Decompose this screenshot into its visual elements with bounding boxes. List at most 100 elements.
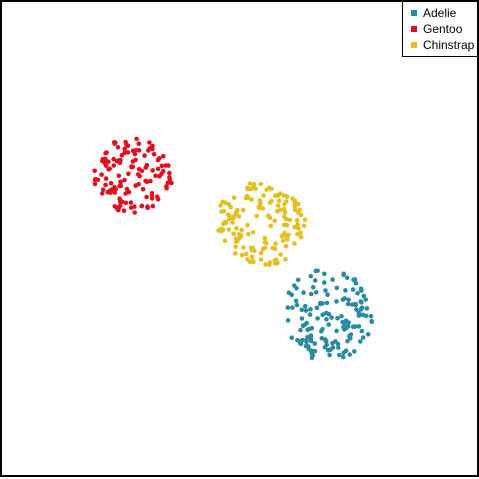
point-adelie xyxy=(322,345,328,350)
point-chinstrap xyxy=(219,209,224,214)
point-adelie xyxy=(341,350,347,356)
point-chinstrap xyxy=(233,251,238,256)
point-gentoo xyxy=(142,153,147,158)
point-chinstrap xyxy=(245,222,250,228)
point-chinstrap xyxy=(230,220,235,225)
point-gentoo xyxy=(134,136,139,142)
point-adelie xyxy=(342,296,348,301)
legend-label-gentoo: Gentoo xyxy=(423,22,463,36)
point-adelie xyxy=(285,318,291,323)
point-chinstrap xyxy=(292,241,297,246)
point-chinstrap xyxy=(290,196,295,201)
point-adelie xyxy=(310,285,316,290)
point-adelie xyxy=(323,338,329,344)
point-adelie xyxy=(354,307,359,312)
point-gentoo xyxy=(167,170,172,176)
point-chinstrap xyxy=(283,256,288,262)
point-gentoo xyxy=(161,154,166,159)
point-chinstrap xyxy=(272,218,278,223)
point-chinstrap xyxy=(292,201,298,206)
point-chinstrap xyxy=(234,226,239,231)
point-chinstrap xyxy=(298,234,304,240)
point-adelie xyxy=(289,335,295,341)
point-adelie xyxy=(319,329,324,334)
point-adelie xyxy=(334,328,339,334)
point-gentoo xyxy=(108,190,113,195)
point-adelie xyxy=(298,341,304,347)
point-gentoo xyxy=(103,150,108,156)
point-adelie xyxy=(360,312,366,318)
point-gentoo xyxy=(160,168,166,174)
point-gentoo xyxy=(155,157,161,163)
point-gentoo xyxy=(130,148,136,153)
point-adelie xyxy=(326,322,332,327)
point-chinstrap xyxy=(254,213,259,219)
point-gentoo xyxy=(155,166,161,172)
point-chinstrap xyxy=(226,227,232,232)
point-chinstrap xyxy=(245,257,250,262)
point-gentoo xyxy=(121,208,127,213)
point-adelie xyxy=(320,312,326,318)
point-adelie xyxy=(298,327,303,333)
point-gentoo xyxy=(163,163,169,168)
series-adelie xyxy=(285,268,375,361)
point-chinstrap xyxy=(249,197,254,202)
point-adelie xyxy=(329,315,334,320)
point-adelie xyxy=(330,277,335,282)
point-adelie xyxy=(343,288,348,293)
point-chinstrap xyxy=(231,231,236,236)
point-chinstrap xyxy=(216,228,221,233)
point-chinstrap xyxy=(262,245,268,251)
point-adelie xyxy=(302,304,308,309)
point-adelie xyxy=(353,280,359,286)
point-adelie xyxy=(309,355,315,361)
point-gentoo xyxy=(111,163,117,168)
point-chinstrap xyxy=(233,211,239,217)
point-chinstrap xyxy=(256,204,262,210)
point-gentoo xyxy=(118,179,123,185)
point-adelie xyxy=(347,333,352,339)
point-adelie xyxy=(352,349,357,354)
point-gentoo xyxy=(101,187,106,193)
point-gentoo xyxy=(136,141,142,146)
point-chinstrap xyxy=(263,262,268,267)
point-gentoo xyxy=(115,145,121,150)
point-chinstrap xyxy=(246,231,251,237)
point-gentoo xyxy=(103,176,109,181)
point-adelie xyxy=(340,319,345,325)
point-chinstrap xyxy=(282,230,287,236)
point-gentoo xyxy=(133,157,138,163)
point-chinstrap xyxy=(247,181,253,186)
point-gentoo xyxy=(95,177,101,183)
point-adelie xyxy=(308,273,314,279)
legend-entry-chinstrap: Chinstrap xyxy=(411,37,477,53)
point-gentoo xyxy=(111,156,116,162)
point-gentoo xyxy=(117,203,123,209)
point-gentoo xyxy=(169,180,174,186)
point-chinstrap xyxy=(245,195,251,200)
point-adelie xyxy=(290,305,295,311)
point-chinstrap xyxy=(281,214,287,219)
point-adelie xyxy=(308,307,313,312)
point-gentoo xyxy=(122,150,127,156)
point-gentoo xyxy=(139,203,145,209)
point-gentoo xyxy=(128,200,134,205)
point-gentoo xyxy=(100,191,105,196)
point-chinstrap xyxy=(296,201,301,207)
point-chinstrap xyxy=(302,217,308,222)
point-adelie xyxy=(350,324,356,330)
legend-label-adelie: Adelie xyxy=(423,6,457,20)
point-adelie xyxy=(323,288,328,293)
point-chinstrap xyxy=(278,252,284,257)
point-chinstrap xyxy=(235,207,240,213)
point-gentoo xyxy=(122,146,127,152)
point-chinstrap xyxy=(240,207,246,213)
point-chinstrap xyxy=(260,206,266,211)
point-gentoo xyxy=(113,186,118,192)
point-gentoo xyxy=(150,203,156,209)
point-adelie xyxy=(337,352,342,358)
point-adelie xyxy=(292,283,297,288)
point-adelie xyxy=(302,322,308,328)
point-chinstrap xyxy=(273,241,278,246)
